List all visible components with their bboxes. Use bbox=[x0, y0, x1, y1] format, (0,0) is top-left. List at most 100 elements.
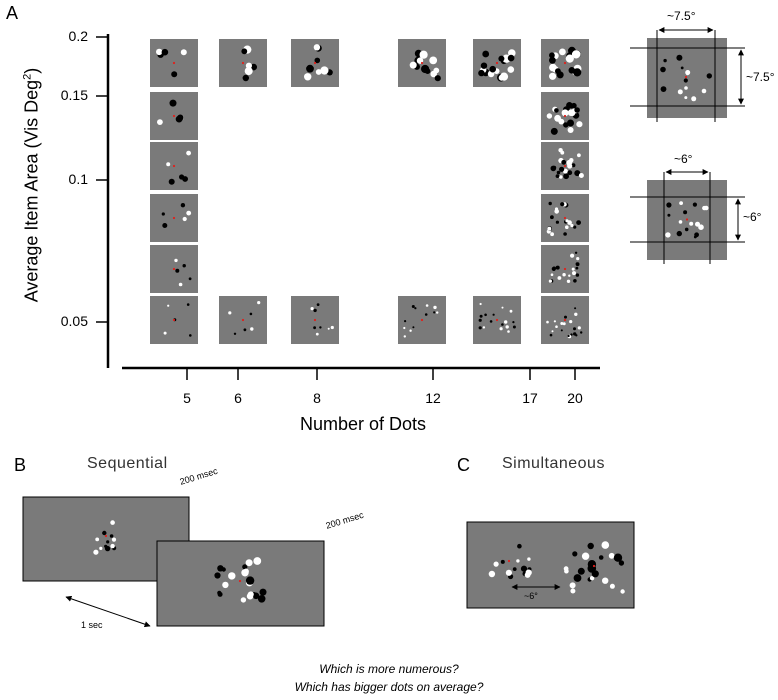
fixation-point bbox=[172, 267, 176, 271]
stimulus-dot bbox=[689, 221, 694, 226]
stimulus-dot bbox=[547, 226, 552, 231]
fixation-point bbox=[104, 534, 108, 538]
stimulus-dot bbox=[574, 307, 577, 310]
stimulus-dot bbox=[489, 320, 493, 323]
stimulus-tile bbox=[291, 296, 339, 344]
stimulus-dot bbox=[242, 564, 248, 570]
stimulus-dot bbox=[555, 174, 560, 179]
stimulus-dot bbox=[609, 583, 615, 589]
stimulus-dot bbox=[563, 566, 569, 572]
stimulus-dot bbox=[259, 588, 267, 596]
stimulus-dot bbox=[549, 56, 556, 64]
stimulus-dot bbox=[319, 326, 322, 329]
stimulus-dot bbox=[574, 170, 581, 177]
stimulus-dot bbox=[315, 69, 322, 75]
x-tick-label: 12 bbox=[425, 390, 441, 406]
stimulus-tile bbox=[150, 92, 198, 140]
stimulus-dot bbox=[512, 321, 515, 324]
y-tick-label: 0.15 bbox=[60, 87, 88, 103]
fixation-point bbox=[420, 61, 424, 65]
sequential-display-1 bbox=[22, 496, 190, 582]
stimulus-dot bbox=[233, 332, 237, 335]
stimulus-tile bbox=[541, 39, 589, 87]
stimulus-dot bbox=[424, 313, 428, 316]
stimulus-dot bbox=[409, 329, 412, 332]
stimulus-dot bbox=[549, 72, 557, 80]
stimulus-dot bbox=[257, 595, 266, 603]
stimulus-dot bbox=[680, 66, 684, 70]
stimulus-dot bbox=[169, 99, 177, 107]
stimulus-dot bbox=[577, 567, 585, 575]
stimulus-dot bbox=[555, 265, 560, 270]
stimulus-dot bbox=[684, 86, 688, 90]
stimulus-dot bbox=[565, 219, 569, 223]
stimulus-dot bbox=[561, 109, 569, 117]
stimulus-dot bbox=[174, 258, 178, 263]
stimulus-dot bbox=[576, 220, 581, 226]
fixation-point bbox=[563, 267, 567, 271]
stimulus-dot bbox=[549, 333, 553, 337]
stimulus-dot bbox=[245, 559, 253, 567]
stimulus-tile bbox=[150, 245, 198, 293]
stimulus-dot bbox=[562, 273, 566, 277]
stimulus-dot bbox=[512, 567, 517, 571]
stimulus-dot bbox=[478, 69, 485, 77]
stimulus-dot bbox=[313, 326, 316, 330]
stimulus-dot bbox=[563, 232, 567, 236]
stimulus-dot bbox=[479, 302, 482, 306]
stimulus-dot bbox=[562, 168, 568, 174]
stimulus-dot bbox=[693, 235, 697, 239]
stimulus-dot bbox=[568, 67, 576, 74]
y-axis-title: Average Item Area (Vis Deg2) bbox=[22, 68, 43, 303]
stimulus-dot bbox=[602, 577, 609, 584]
fixation-point bbox=[563, 61, 567, 65]
stimulus-dot bbox=[569, 158, 574, 163]
stimulus-dot bbox=[433, 67, 440, 74]
stimulus-dot bbox=[570, 333, 573, 336]
stimulus-dot bbox=[692, 202, 698, 207]
stimulus-tile bbox=[541, 194, 589, 242]
stimulus-dot bbox=[250, 63, 257, 71]
fixation-point bbox=[313, 61, 317, 65]
fixation-point bbox=[685, 218, 689, 221]
stimulus-dot bbox=[557, 276, 562, 280]
stimulus-dot bbox=[676, 54, 683, 61]
stimulus-dot bbox=[573, 574, 582, 582]
stimulus-dot bbox=[569, 582, 576, 589]
stimulus-dot bbox=[403, 335, 406, 338]
question-size: Which has bigger dots on average? bbox=[294, 680, 484, 694]
stimulus-dot bbox=[570, 588, 576, 594]
legend-outer-height: ~7.5° bbox=[746, 70, 775, 84]
stimulus-dot bbox=[167, 304, 170, 307]
stimulus-dot bbox=[214, 572, 221, 579]
stimulus-dot bbox=[567, 127, 574, 133]
stimulus-dot bbox=[482, 50, 490, 58]
stimulus-dot bbox=[306, 64, 314, 73]
stimulus-tile bbox=[541, 245, 589, 293]
stimulus-dot bbox=[571, 163, 576, 168]
stimulus-tile bbox=[150, 296, 198, 344]
stimulus-tile bbox=[219, 39, 267, 87]
stimulus-dot bbox=[563, 173, 569, 180]
stimulus-tile bbox=[473, 296, 521, 344]
stimulus-dot bbox=[660, 66, 666, 73]
y-axis-title-main: Average Item Area (Vis Deg bbox=[21, 79, 42, 303]
stimulus-dot bbox=[241, 48, 248, 55]
stimulus-dot bbox=[578, 173, 584, 178]
stimulus-dot bbox=[516, 559, 520, 563]
stimulus-dot bbox=[501, 323, 504, 326]
stimulus-dot bbox=[546, 113, 553, 119]
stimulus-dot bbox=[479, 314, 483, 318]
fixation-point bbox=[241, 61, 245, 65]
stimulus-dot bbox=[546, 320, 549, 324]
stimulus-dot bbox=[188, 277, 192, 281]
stimulus-tile bbox=[150, 194, 198, 242]
stimulus-dot bbox=[575, 334, 578, 337]
stimulus-dot bbox=[433, 305, 437, 310]
stimulus-dot bbox=[182, 216, 187, 222]
stimulus-dot bbox=[618, 560, 625, 566]
stimulus-dot bbox=[554, 114, 561, 122]
stimulus-dot bbox=[488, 570, 496, 578]
stimulus-tile bbox=[398, 296, 446, 344]
stimulus-dot bbox=[567, 334, 570, 338]
